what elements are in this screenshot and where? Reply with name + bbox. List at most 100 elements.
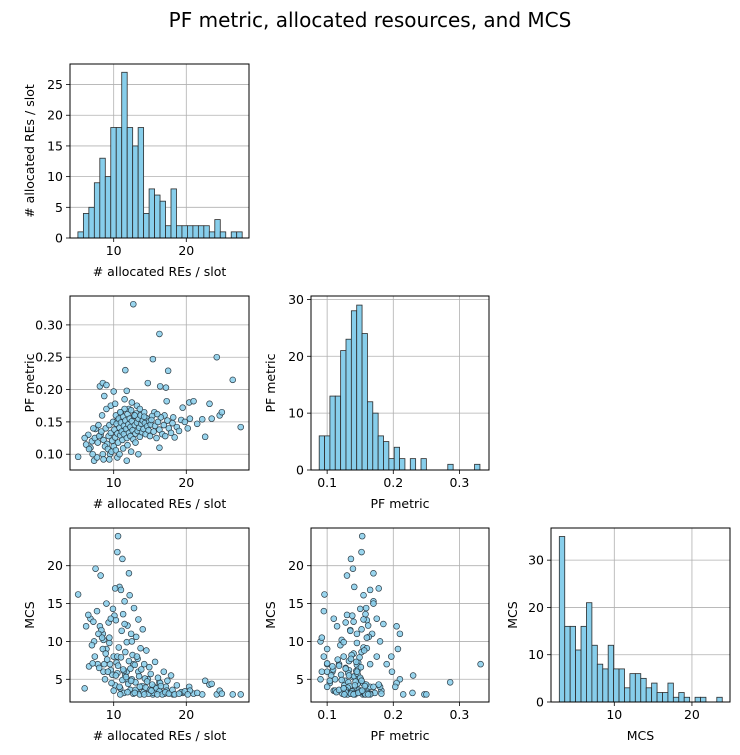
scatter-point [89, 450, 96, 458]
histogram-bar [361, 333, 368, 471]
scatter-point [131, 412, 138, 419]
scatter-point [122, 648, 129, 656]
histogram-bar [93, 182, 101, 239]
scatter-point [116, 408, 124, 416]
scatter-point [181, 418, 189, 426]
scatter-point [110, 388, 117, 395]
histogram-bar [99, 157, 106, 239]
histogram-bar [558, 536, 566, 703]
scatter-point [352, 658, 360, 666]
scatter-point [121, 620, 128, 628]
scatter-point [127, 407, 135, 414]
scatter-point [362, 604, 370, 612]
scatter-point [126, 591, 133, 599]
scatter-point [115, 644, 123, 651]
scatter-point [127, 448, 135, 455]
subplot-r2-c1: 0.1 0.2 0.3 5 10 15 20 PF metric MCS [263, 527, 490, 743]
histogram-bar [420, 458, 427, 471]
x-axis-label: PF metric [371, 496, 430, 511]
x-axis-label: PF metric [371, 728, 430, 743]
histogram-bar [640, 677, 647, 703]
scatter-point [139, 626, 146, 633]
scatter-point [138, 666, 145, 673]
y-tick-label: 20 [288, 349, 304, 364]
scatter-point [153, 691, 161, 698]
scatter-point [370, 600, 377, 607]
scatter-point [102, 650, 109, 657]
scatter-point [358, 548, 365, 556]
scatter-point [114, 662, 122, 669]
y-axis-label: MCS [22, 601, 37, 629]
scatter-point [149, 355, 157, 363]
scatter-point [88, 641, 96, 649]
scatter-point [94, 439, 101, 446]
scatter-point [370, 683, 377, 691]
histogram-bar [197, 225, 205, 239]
scatter-point [119, 555, 126, 563]
subplot-r2-c2: 10 20 0 10 20 30 MCS MCS [505, 527, 731, 743]
scatter-point [95, 421, 102, 429]
y-tick-label: 0.10 [35, 447, 63, 462]
histogram-bar [662, 692, 669, 703]
histogram-bar [208, 231, 216, 239]
y-tick-label: 10 [288, 634, 304, 649]
scatter-point [109, 605, 117, 613]
scatter-point [358, 677, 365, 685]
histogram-bar [82, 213, 90, 239]
histogram-bar [345, 338, 352, 471]
subplot-r1-c1: 0.1 0.2 0.3 0 10 20 30 PF metric PF metric [263, 292, 490, 511]
scatter-point [184, 425, 191, 432]
y-axis-label: MCS [505, 601, 520, 629]
scatter-point [388, 668, 396, 675]
scatter-point [101, 676, 109, 683]
y-axis-label: MCS [263, 601, 278, 629]
histogram-bar [170, 188, 177, 239]
scatter-point [116, 450, 123, 458]
scatter-point [125, 570, 133, 577]
scatter-point [121, 598, 128, 605]
y-tick-label: 20 [288, 558, 304, 573]
figure-title: PF metric, allocated resources, and MCS [168, 8, 572, 32]
scatter-point [154, 418, 162, 426]
histogram-bar [634, 673, 642, 703]
scatter-point [128, 399, 136, 406]
scatter-point [171, 434, 178, 441]
x-tick-label: 0.3 [449, 475, 469, 490]
histogram-bar [148, 188, 155, 239]
scatter-point [335, 662, 343, 669]
scatter-point [358, 532, 366, 540]
scatter-point [93, 454, 101, 461]
scatter-point [103, 600, 110, 607]
histogram-bar [602, 668, 609, 703]
scatter-point [350, 618, 357, 625]
scatter-point [446, 679, 454, 686]
histogram-bar [393, 446, 400, 471]
histogram-bar [678, 692, 685, 703]
scatter-point [337, 671, 345, 678]
histogram-bar [192, 225, 199, 239]
histogram-bar [447, 463, 454, 471]
scatter-point [164, 367, 172, 375]
histogram-bar [88, 206, 95, 239]
scatter-point [162, 384, 170, 391]
scatter-point [349, 612, 356, 619]
scatter-point [97, 572, 104, 579]
histogram-bar [694, 696, 701, 703]
scatter-point [127, 677, 135, 685]
scatter-point [110, 687, 117, 694]
scatter-point [360, 616, 367, 623]
scatter-point [121, 396, 128, 403]
axes-frame [310, 295, 490, 471]
scatter-point [378, 690, 385, 697]
scatter-point [360, 647, 368, 654]
scatter-point [342, 619, 349, 626]
scatter-point [111, 400, 119, 408]
scatter-point [119, 445, 127, 452]
histogram-bar [618, 668, 625, 703]
scatter-point [74, 453, 82, 461]
scatter-point [108, 679, 115, 687]
scatter-point [364, 622, 372, 629]
histogram-bar [115, 127, 123, 239]
histogram-bar [651, 682, 658, 703]
histogram-bar [388, 458, 395, 471]
